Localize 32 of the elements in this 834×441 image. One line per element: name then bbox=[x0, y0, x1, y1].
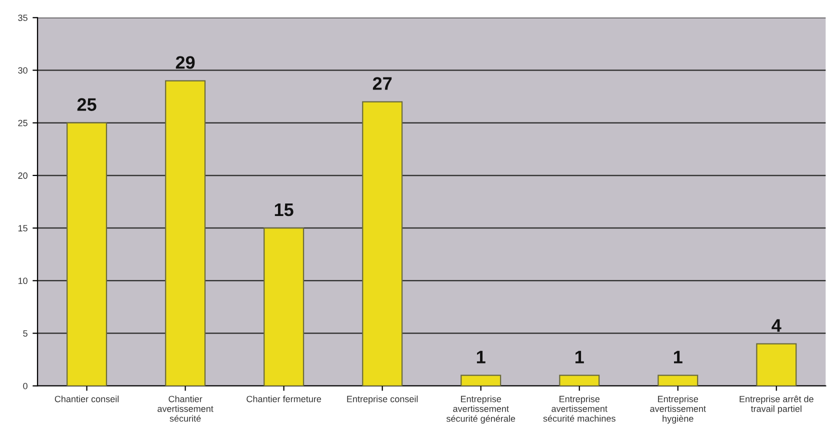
bar bbox=[756, 343, 797, 386]
x-tick-label: Entreprise avertissement hygiène bbox=[650, 396, 706, 424]
x-tick-label: Chantier avertissement sécurité bbox=[158, 396, 214, 422]
x-tick-label: Entreprise arrêt de travail partiel bbox=[740, 396, 814, 414]
bar bbox=[658, 374, 698, 386]
x-tick-label: Entreprise avertissement sécurité machines bbox=[543, 396, 616, 422]
x-tick-label: Entreprise conseil bbox=[347, 396, 418, 404]
data-label: 1 bbox=[476, 350, 486, 364]
x-tick-label: Chantier conseil bbox=[54, 396, 119, 402]
y-tick-label: 25 bbox=[18, 120, 28, 126]
x-tick-label: Chantier fermeture bbox=[246, 396, 322, 402]
data-label: 1 bbox=[575, 350, 584, 364]
y-tick-label: 5 bbox=[23, 330, 28, 337]
bar bbox=[460, 374, 502, 386]
data-label: 15 bbox=[274, 204, 294, 216]
data-label: 27 bbox=[372, 77, 392, 90]
y-tick-label: 30 bbox=[18, 67, 28, 74]
x-tick-label: Entreprise avertissement sécurité générale bbox=[446, 396, 516, 424]
bar bbox=[165, 80, 206, 386]
data-label: 4 bbox=[772, 319, 782, 332]
y-tick-label: 0 bbox=[23, 382, 28, 390]
bar bbox=[264, 228, 304, 386]
data-label: 25 bbox=[77, 98, 96, 111]
y-tick-label: 10 bbox=[18, 278, 28, 284]
bar bbox=[559, 374, 600, 386]
bar bbox=[66, 122, 108, 386]
y-tick-label: 15 bbox=[18, 225, 28, 232]
y-tick-label: 20 bbox=[18, 172, 28, 179]
y-tick-label: 35 bbox=[18, 14, 28, 21]
data-label: 1 bbox=[674, 350, 682, 364]
bar bbox=[362, 101, 403, 386]
data-label: 29 bbox=[176, 56, 195, 69]
